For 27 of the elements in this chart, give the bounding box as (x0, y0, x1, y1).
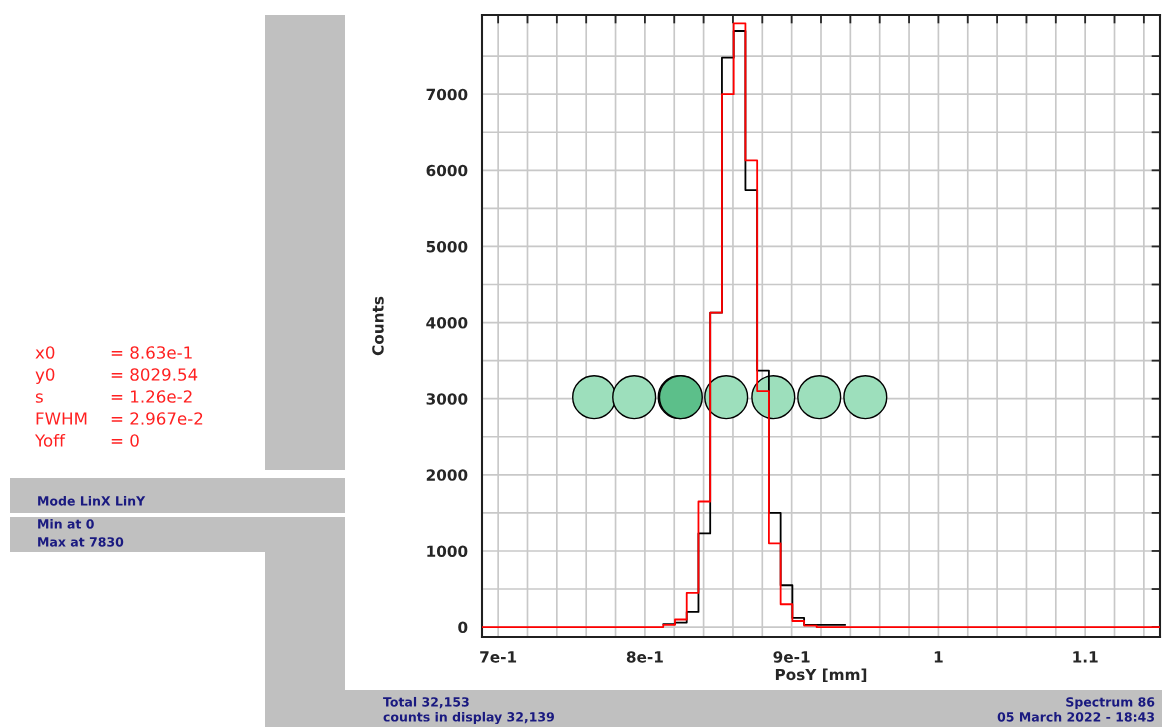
y-axis-title: Counts (372, 296, 384, 356)
text: x0 = 8.63e-1 (35, 346, 192, 359)
text: counts in display 32,139 (383, 711, 554, 725)
y-tick-label: 1000 (427, 545, 468, 557)
text: Yoff = 0 (34, 433, 139, 447)
y-tick-label: 0 (458, 621, 468, 634)
x-tick-label: 8e-1 (626, 651, 663, 663)
y-tick-label: 2000 (426, 469, 468, 481)
x-tick-label: 7e-1 (480, 651, 517, 663)
text: Total 32,153 (383, 696, 469, 709)
text: Spectrum 86 (1066, 697, 1155, 710)
x-tick-label: 1.1 (1073, 651, 1098, 663)
x-tick-label: 9e-1 (773, 651, 810, 663)
y-tick-label: 3000 (426, 393, 468, 405)
text: FWHM = 2.967e-2 (36, 412, 203, 425)
text: Max at 7830 (38, 537, 124, 547)
y-tick-label: 5000 (426, 240, 468, 253)
y-tick-label: 7000 (426, 88, 468, 101)
x-axis-title: PosY [mm] (775, 668, 867, 683)
y-tick-label: 6000 (426, 164, 468, 177)
text: y0 = 8029.54 (35, 368, 198, 385)
text: Min at 0 (38, 518, 94, 529)
y-tick-label: 4000 (426, 317, 468, 329)
text: s = 1.26e-2 (35, 390, 192, 403)
text: 05 March 2022 - 18:43 (997, 711, 1155, 722)
x-tick-label: 1 (934, 651, 943, 663)
text: Mode LinX LinY (38, 495, 146, 506)
